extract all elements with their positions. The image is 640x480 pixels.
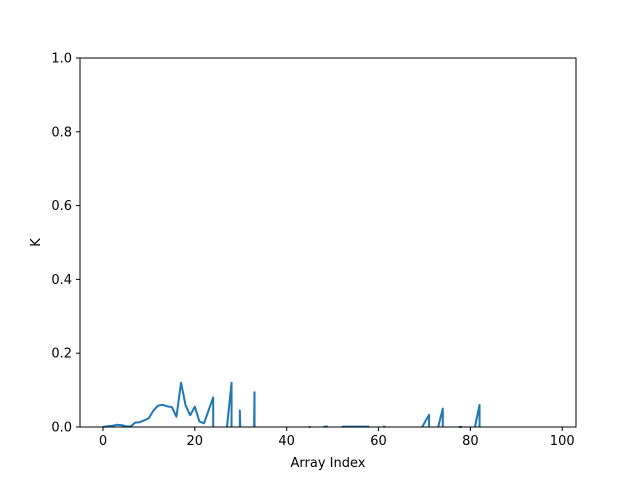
series-line-segment — [421, 413, 431, 428]
x-tick-label: 60 — [370, 434, 387, 449]
x-tick-label: 80 — [462, 434, 479, 449]
y-tick-label: 0.0 — [51, 421, 72, 436]
axes-frame — [79, 57, 577, 428]
y-tick-label: 0.6 — [51, 199, 72, 214]
y-axis-label: K — [29, 238, 44, 247]
x-axis-ticks: 0 20 40 60 80 100 — [99, 427, 575, 449]
series-line-segment — [437, 407, 444, 428]
series-line-segment — [225, 381, 233, 428]
y-tick-label: 0.2 — [51, 347, 72, 362]
x-axis-label: Array Index — [291, 456, 366, 471]
x-tick-label: 40 — [278, 434, 295, 449]
x-tick-label: 20 — [187, 434, 204, 449]
x-tick-label: 0 — [99, 434, 107, 449]
x-tick-label: 100 — [550, 434, 575, 449]
y-tick-label: 1.0 — [51, 52, 72, 67]
series-line-segment — [102, 381, 215, 428]
y-tick-label: 0.8 — [51, 125, 72, 140]
y-axis-ticks: 0.0 0.2 0.4 0.6 0.8 1.0 — [51, 52, 80, 436]
y-tick-label: 0.4 — [51, 273, 72, 288]
series-line-segment — [473, 403, 481, 428]
